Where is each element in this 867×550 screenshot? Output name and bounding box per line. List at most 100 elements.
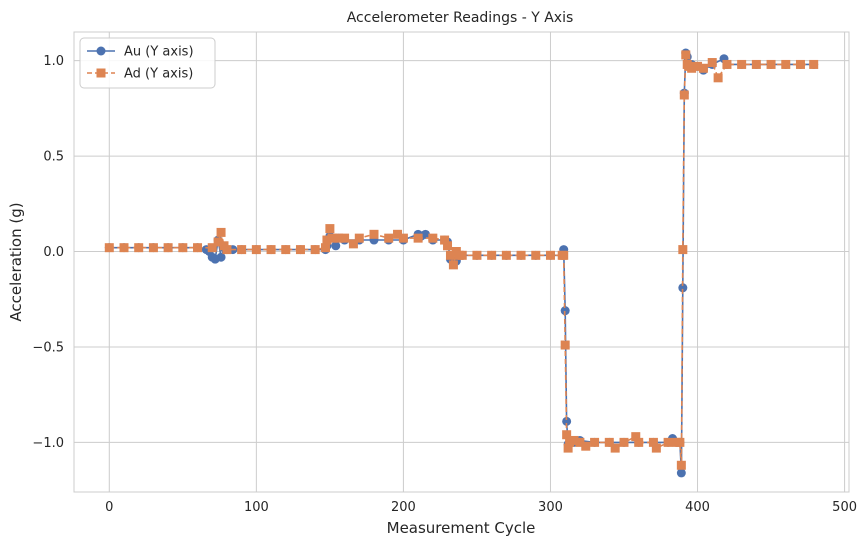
data-point xyxy=(178,243,188,253)
y-tick-label: 1.0 xyxy=(43,54,64,69)
data-point xyxy=(325,224,335,234)
data-point xyxy=(651,443,661,453)
data-point xyxy=(457,250,467,260)
data-point xyxy=(562,430,572,440)
data-point xyxy=(575,437,585,447)
legend-label-ad: Ad (Y axis) xyxy=(124,67,193,82)
data-point xyxy=(237,245,247,255)
data-point xyxy=(322,235,332,245)
y-axis-label: Acceleration (g) xyxy=(7,202,25,321)
legend-marker-ad xyxy=(96,68,106,78)
data-point xyxy=(581,441,591,451)
series-ad xyxy=(104,50,819,470)
data-point xyxy=(569,435,579,445)
x-tick-label: 500 xyxy=(832,500,857,515)
data-point xyxy=(795,59,805,69)
data-point xyxy=(809,59,819,69)
data-point xyxy=(320,243,330,253)
data-point xyxy=(369,229,379,239)
data-point xyxy=(487,250,497,260)
data-point xyxy=(562,416,572,426)
series-layer xyxy=(104,48,819,478)
plot-area xyxy=(73,31,850,493)
data-point xyxy=(207,243,217,253)
y-tick-label: 0.0 xyxy=(43,245,64,260)
data-point xyxy=(560,306,570,316)
data-point xyxy=(216,227,226,237)
data-point xyxy=(193,243,203,253)
data-point xyxy=(501,250,511,260)
data-point xyxy=(134,243,144,253)
data-point xyxy=(713,73,723,83)
data-point xyxy=(281,245,291,255)
data-point xyxy=(737,59,747,69)
data-point xyxy=(781,59,791,69)
tick-labels: 0 100 200 300 400 500 −1.0 −0.5 0.0 0.5 1.0 xyxy=(32,54,857,515)
x-tick-label: 400 xyxy=(685,500,710,515)
data-point xyxy=(663,437,673,447)
data-point xyxy=(334,233,344,243)
data-point xyxy=(619,437,629,447)
data-point xyxy=(516,250,526,260)
data-point xyxy=(681,50,691,60)
data-point xyxy=(722,59,732,69)
data-point xyxy=(707,58,717,68)
data-point xyxy=(104,243,114,253)
data-point xyxy=(384,233,394,243)
data-point xyxy=(393,229,403,239)
data-point xyxy=(676,468,686,478)
data-point xyxy=(398,233,408,243)
data-point xyxy=(698,63,708,73)
data-point xyxy=(531,250,541,260)
data-point xyxy=(545,250,555,260)
data-point xyxy=(472,250,482,260)
data-point xyxy=(413,233,423,243)
x-axis-label: Measurement Cycle xyxy=(387,519,536,537)
data-point xyxy=(560,340,570,350)
data-point xyxy=(428,233,438,243)
chart-title: Accelerometer Readings - Y Axis xyxy=(347,10,574,26)
legend-marker-au xyxy=(96,46,106,56)
data-point xyxy=(348,239,358,249)
data-point xyxy=(693,61,703,71)
data-point xyxy=(354,233,364,243)
data-point xyxy=(216,252,226,262)
data-point xyxy=(251,245,261,255)
data-point xyxy=(340,233,350,243)
data-point xyxy=(766,59,776,69)
x-tick-label: 100 xyxy=(244,500,269,515)
data-point xyxy=(751,59,761,69)
data-point xyxy=(648,437,658,447)
legend: Au (Y axis) Ad (Y axis) xyxy=(79,37,216,89)
data-point xyxy=(328,233,338,243)
legend-entry-au: Au (Y axis) xyxy=(87,45,194,60)
data-point xyxy=(445,250,455,260)
legend-label-au: Au (Y axis) xyxy=(124,45,194,60)
data-point xyxy=(687,63,697,73)
data-point xyxy=(563,443,573,453)
data-point xyxy=(559,250,569,260)
data-point xyxy=(678,283,688,293)
x-tick-label: 0 xyxy=(105,500,113,515)
data-point xyxy=(679,90,689,100)
data-point xyxy=(678,245,688,255)
data-point xyxy=(631,432,641,442)
data-point xyxy=(148,243,158,253)
data-point xyxy=(590,437,600,447)
data-point xyxy=(266,245,276,255)
data-point xyxy=(222,245,232,255)
x-tick-label: 300 xyxy=(538,500,563,515)
data-point xyxy=(295,245,305,255)
data-point xyxy=(420,229,430,239)
y-tick-label: −1.0 xyxy=(32,436,64,451)
y-tick-label: −0.5 xyxy=(32,340,64,355)
x-tick-label: 200 xyxy=(391,500,416,515)
data-point xyxy=(163,243,173,253)
data-point xyxy=(331,241,341,251)
data-point xyxy=(443,241,453,251)
data-point xyxy=(310,245,320,255)
data-point xyxy=(440,235,450,245)
data-point xyxy=(448,260,458,270)
data-point xyxy=(213,237,223,247)
